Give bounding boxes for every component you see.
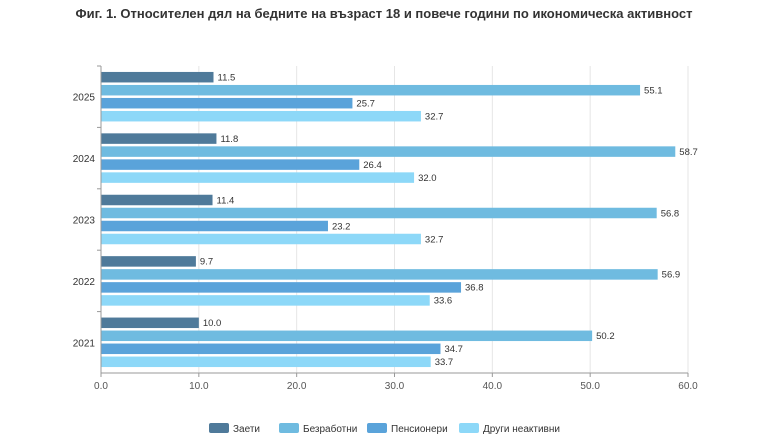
- x-tick-label: 40.0: [483, 381, 503, 392]
- bar[interactable]: [101, 97, 353, 109]
- x-tick-label: 50.0: [580, 381, 600, 392]
- data-label: 32.7: [425, 234, 444, 245]
- data-label: 55.1: [644, 85, 663, 96]
- category-label: 2023: [73, 216, 96, 227]
- data-label: 11.5: [218, 72, 236, 83]
- data-label: 56.8: [661, 208, 680, 219]
- bar[interactable]: [101, 71, 214, 83]
- bar[interactable]: [101, 330, 593, 342]
- data-label: 56.9: [662, 270, 681, 281]
- data-label: 33.6: [434, 296, 453, 307]
- category-label: 2024: [73, 154, 96, 165]
- legend-label[interactable]: Заети: [233, 424, 260, 435]
- bar[interactable]: [101, 256, 196, 267]
- bar[interactable]: [101, 159, 360, 170]
- data-label: 11.4: [217, 195, 235, 206]
- data-label: 26.4: [363, 160, 382, 171]
- data-label: 36.8: [465, 283, 484, 294]
- bar[interactable]: [101, 84, 641, 96]
- bar[interactable]: [101, 110, 421, 122]
- x-tick-label: 30.0: [385, 381, 405, 392]
- legend-swatch[interactable]: [209, 423, 229, 433]
- data-label: 23.2: [332, 221, 351, 232]
- bar[interactable]: [101, 172, 415, 183]
- data-label: 34.7: [444, 344, 463, 355]
- data-label: 9.7: [200, 257, 213, 268]
- bar[interactable]: [101, 317, 199, 329]
- legend-swatch[interactable]: [279, 423, 299, 433]
- bar[interactable]: [101, 146, 676, 157]
- legend-label[interactable]: Пенсионери: [391, 424, 448, 435]
- bar[interactable]: [101, 269, 658, 280]
- data-label: 58.7: [679, 147, 698, 158]
- axes: 0.0 10.0 20.0 30.0 40.0 50.0 60.0 2025 2024 2023 2…: [73, 65, 698, 392]
- legend[interactable]: Заети Безработни Пенсионери Други неактивни: [209, 423, 560, 435]
- bar[interactable]: [101, 194, 213, 206]
- data-label: 11.8: [220, 134, 238, 145]
- data-label: 10.0: [203, 318, 222, 329]
- bars: 11.5 55.1 25.7 32.7 11.8 58.7 26.4 32.0 11.4 56.8…: [101, 71, 698, 368]
- bar[interactable]: [101, 233, 421, 245]
- data-label: 33.7: [435, 357, 454, 368]
- category-label: 2025: [73, 93, 96, 104]
- x-tick-label: 60.0: [678, 381, 698, 392]
- bar[interactable]: [101, 343, 441, 355]
- legend-label[interactable]: Други неактивни: [483, 424, 560, 435]
- data-label: 32.7: [425, 111, 444, 122]
- data-label: 32.0: [418, 173, 437, 184]
- bar[interactable]: [101, 133, 217, 144]
- chart-title: Фиг. 1. Относителен дял на бедните на въ…: [75, 6, 693, 21]
- legend-label[interactable]: Безработни: [303, 423, 357, 435]
- legend-swatch[interactable]: [459, 423, 479, 433]
- bar[interactable]: [101, 220, 328, 232]
- category-label: 2021: [73, 338, 96, 349]
- x-tick-label: 20.0: [287, 381, 307, 392]
- bar[interactable]: [101, 282, 462, 293]
- legend-swatch[interactable]: [367, 423, 387, 433]
- category-label: 2022: [73, 277, 96, 288]
- data-label: 50.2: [596, 331, 615, 342]
- bar[interactable]: [101, 356, 431, 368]
- x-tick-label: 10.0: [189, 381, 209, 392]
- x-tick-label: 0.0: [94, 381, 108, 392]
- bar[interactable]: [101, 207, 657, 219]
- data-label: 25.7: [356, 98, 375, 109]
- bar[interactable]: [101, 295, 430, 306]
